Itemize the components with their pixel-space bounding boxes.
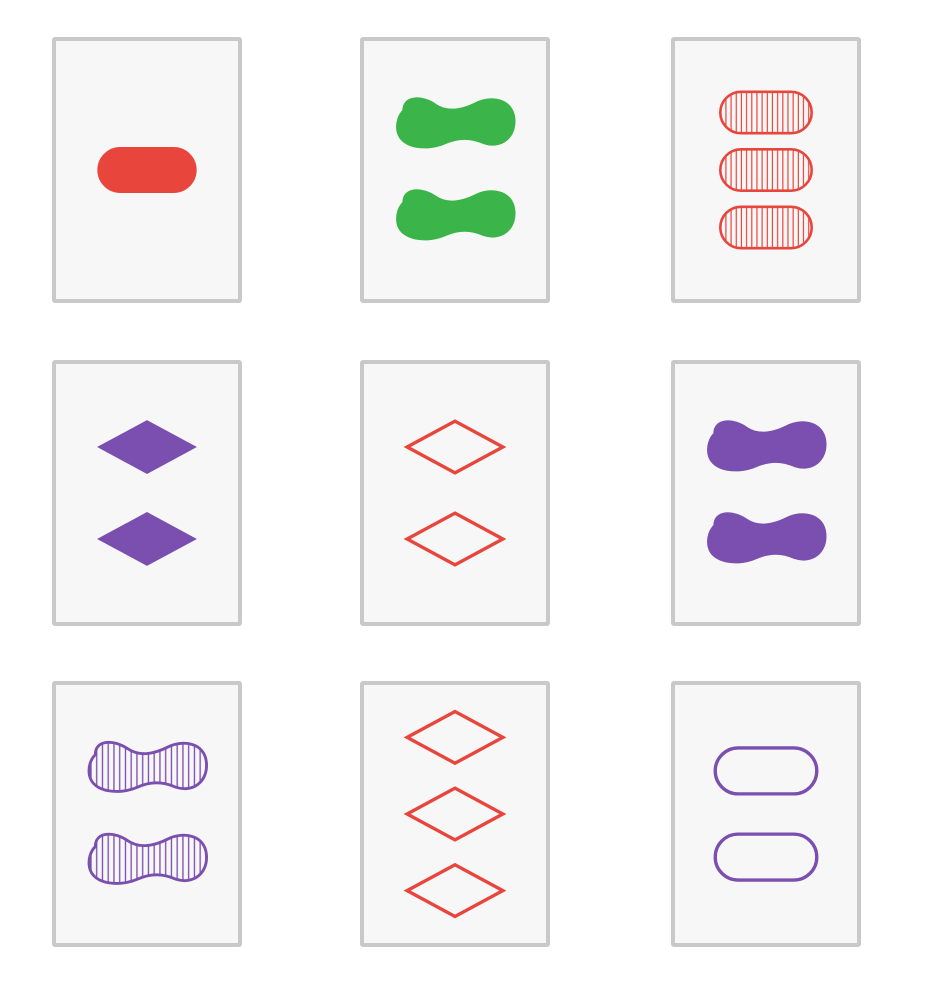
set-card[interactable] xyxy=(52,681,242,947)
diamond-symbol xyxy=(97,420,197,474)
oval-symbol xyxy=(719,148,813,192)
purple-squiggle-symbols xyxy=(87,740,208,885)
red-diamond-symbols xyxy=(403,709,507,919)
set-card[interactable] xyxy=(360,360,550,626)
squiggle-symbol xyxy=(707,420,827,472)
oval-symbol xyxy=(713,832,819,882)
diamond-symbol xyxy=(403,709,507,766)
diamond-symbol xyxy=(403,786,507,842)
oval-symbol xyxy=(719,205,813,250)
diamond-symbol xyxy=(97,512,197,566)
squiggle-symbol xyxy=(87,740,208,793)
purple-diamond-symbols xyxy=(97,420,197,566)
squiggle-symbol xyxy=(87,832,208,885)
set-card[interactable] xyxy=(52,37,242,303)
purple-squiggle-symbols xyxy=(707,420,827,564)
red-diamond-symbols xyxy=(403,419,507,567)
oval-symbol xyxy=(713,746,819,796)
squiggle-symbol xyxy=(396,189,516,241)
diamond-symbol xyxy=(403,511,507,567)
green-squiggle-symbols xyxy=(396,97,516,241)
red-oval-symbols xyxy=(719,90,813,250)
set-card[interactable] xyxy=(671,37,861,303)
set-card[interactable] xyxy=(52,360,242,626)
oval-symbol xyxy=(97,147,197,193)
oval-symbol xyxy=(719,90,813,135)
set-card[interactable] xyxy=(671,360,861,626)
squiggle-symbol xyxy=(707,512,827,564)
red-oval-symbols xyxy=(97,147,197,193)
set-card[interactable] xyxy=(360,681,550,947)
diamond-symbol xyxy=(403,862,507,919)
set-card[interactable] xyxy=(671,681,861,947)
squiggle-symbol xyxy=(396,97,516,149)
diamond-symbol xyxy=(403,419,507,475)
purple-oval-symbols xyxy=(713,746,819,882)
set-card[interactable] xyxy=(360,37,550,303)
